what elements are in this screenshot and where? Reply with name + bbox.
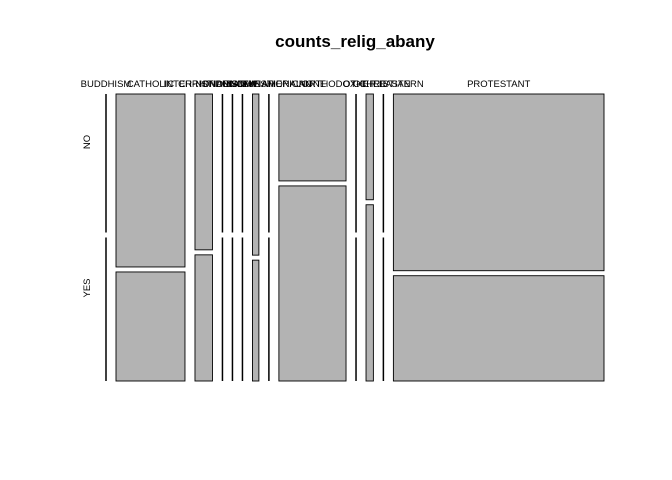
column-label-catholic: CATHOLIC <box>127 79 174 90</box>
row-label-no: NO <box>82 135 93 149</box>
column-label-buddhism: BUDDHISM <box>81 79 132 90</box>
column-label-inter-nondenominational: INTER-NONDENOMINATIONAL <box>164 79 302 90</box>
cell-jewish-no <box>252 93 260 256</box>
column-label-christian: CHRISTIAN <box>178 79 229 90</box>
row-labels: NO YES <box>82 135 93 298</box>
column-label-other-eastern: OTHER EASTERN <box>343 79 424 90</box>
column-label-hinduism: HINDUISM <box>199 79 246 90</box>
cell-none-no <box>278 93 347 182</box>
cell-protestant-no <box>392 93 605 272</box>
column-label-protestant: PROTESTANT <box>467 79 530 90</box>
cell-catholic-yes <box>115 271 186 382</box>
column-label-islam: ISLAM <box>228 79 257 90</box>
chart-title: counts_relig_abany <box>275 32 435 51</box>
cell-protestant-yes <box>392 275 605 382</box>
cell-other-yes <box>365 204 374 382</box>
cell-jewish-yes <box>252 259 260 382</box>
cell-none-yes <box>278 185 347 382</box>
mosaic-cells <box>105 93 605 382</box>
cell-christian-no <box>194 93 213 251</box>
column-label-jewish: JEWISH <box>238 79 274 90</box>
column-label-orthodox-christian: ORTHODOX-CHRISTIAN <box>301 79 410 90</box>
row-label-yes: YES <box>82 278 93 297</box>
cell-catholic-no <box>115 93 186 268</box>
column-label-other: OTHER <box>353 79 386 90</box>
cell-christian-yes <box>194 254 213 382</box>
cell-other-no <box>365 93 374 201</box>
column-label-native-american: NATIVE AMERICAN <box>226 79 312 90</box>
column-label-none: NONE <box>299 79 326 90</box>
